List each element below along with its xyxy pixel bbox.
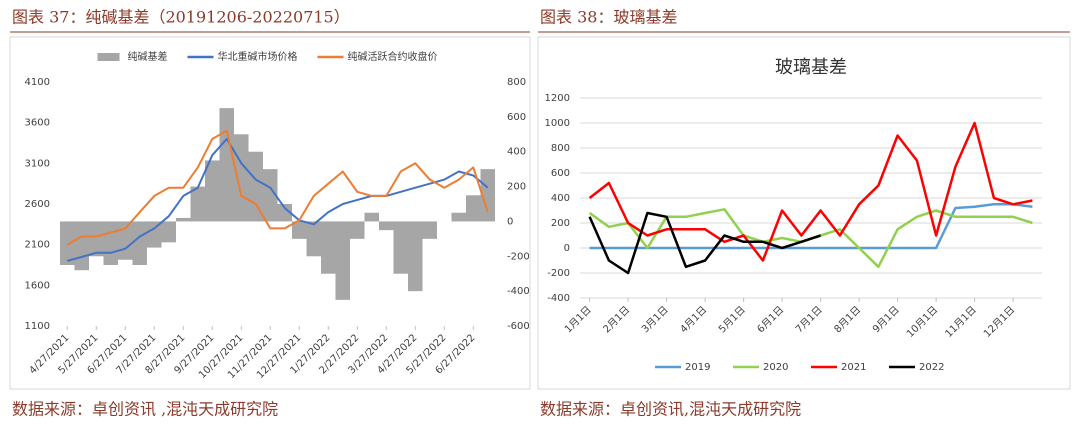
basis-bar	[292, 221, 307, 239]
chart-title: 玻璃基差	[775, 57, 847, 78]
basis-bar	[321, 221, 336, 274]
legend-label: 2019	[685, 362, 710, 373]
basis-bar	[379, 221, 394, 231]
legend-label: 华北重碱市场价格	[218, 50, 298, 63]
basis-bar	[350, 221, 365, 239]
legend-label: 纯碱基差	[128, 50, 168, 63]
basis-bar	[335, 221, 350, 300]
basis-bar	[161, 221, 176, 243]
series-line	[589, 203, 1033, 250]
y-tick-label: -400	[547, 293, 570, 304]
basis-bar	[480, 169, 495, 222]
basis-bar	[466, 195, 481, 222]
basis-bar	[147, 221, 162, 248]
basis-bar	[364, 212, 379, 222]
y-tick-label: 1600	[25, 280, 50, 291]
y-tick-label: 1000	[545, 118, 570, 129]
basis-bar	[132, 221, 147, 265]
source-note: 数据来源：卓创资讯,混沌天成研究院	[540, 400, 801, 419]
y2-tick-label: 400	[507, 147, 526, 158]
basis-bar	[234, 134, 249, 222]
y-tick-label: 200	[551, 218, 570, 229]
source-note: 数据来源：卓创资讯 ,混沌天成研究院	[12, 400, 278, 419]
y-tick-label: 400	[551, 193, 570, 204]
legend-label: 2021	[841, 362, 866, 373]
basis-bar	[248, 151, 263, 222]
chart-frame	[537, 36, 1071, 390]
basis-bar	[263, 169, 278, 222]
series-line	[588, 211, 821, 275]
y2-tick-label: 600	[507, 112, 526, 123]
y-tick-label: -200	[547, 268, 570, 279]
y-tick-label: 4100	[25, 77, 50, 88]
y2-tick-label: -200	[507, 251, 530, 262]
basis-bar	[205, 160, 220, 222]
y-tick-label: 800	[551, 143, 570, 154]
legend-swatch	[97, 53, 120, 61]
basis-bar	[190, 186, 205, 222]
series-line	[66, 129, 489, 246]
basis-bar	[277, 204, 292, 222]
y-tick-label: 1200	[545, 93, 570, 104]
basis-bar	[393, 221, 408, 274]
basis-bar	[176, 217, 191, 222]
y2-tick-label: 800	[507, 77, 526, 88]
y-tick-label: 3600	[25, 118, 50, 129]
series-line	[588, 121, 1033, 262]
basis-bar	[60, 221, 75, 265]
basis-bar	[306, 221, 321, 257]
y-tick-label: 0	[564, 243, 570, 254]
basis-bar	[74, 221, 89, 271]
y-tick-label: 2600	[25, 199, 50, 210]
legend-label: 2022	[919, 362, 944, 373]
y-tick-label: 3100	[25, 158, 50, 169]
y2-tick-label: -600	[507, 321, 530, 332]
basis-bar	[219, 108, 234, 222]
y-tick-label: 2100	[25, 240, 50, 251]
y-tick-label: 600	[551, 168, 570, 179]
y-tick-label: 1100	[25, 321, 50, 332]
legend-label: 2020	[763, 362, 788, 373]
basis-bar	[103, 221, 118, 265]
y2-tick-label: -400	[507, 286, 530, 297]
legend-label: 纯碱活跃合约收盘价	[348, 50, 438, 63]
basis-bar	[89, 221, 104, 257]
basis-bar	[451, 212, 466, 222]
basis-bar	[408, 221, 423, 292]
basis-bar	[422, 221, 437, 239]
figure-caption: 图表 37：纯碱基差（20191206-20220715）	[12, 8, 350, 27]
series-line	[67, 137, 489, 262]
y2-tick-label: 200	[507, 182, 526, 193]
y2-tick-label: 0	[507, 216, 513, 227]
figure-caption: 图表 38：玻璃基差	[540, 8, 677, 27]
